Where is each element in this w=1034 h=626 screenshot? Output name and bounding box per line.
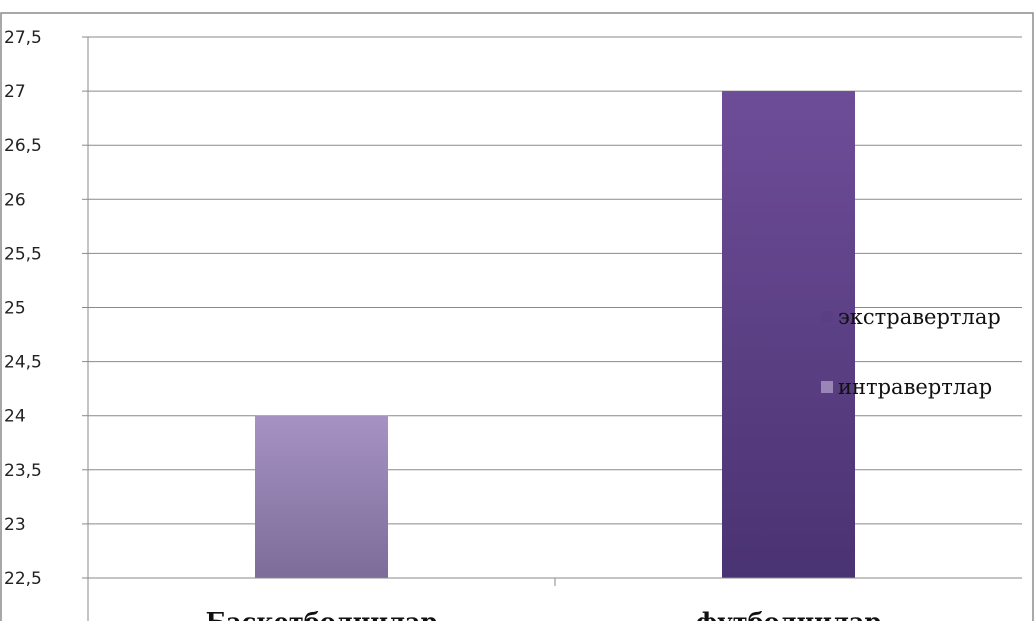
legend-item: экстравертлар [821, 305, 1001, 329]
y-tick-label: 25,5 [4, 244, 42, 264]
x-category-label: Баскетболчилар [206, 607, 438, 621]
legend-label: экстравертлар [838, 305, 1001, 329]
y-tick-label: 24,5 [4, 353, 42, 373]
y-tick-label: 27 [4, 82, 26, 102]
x-axis-category-labels: Баскетболчилар футболчилар [206, 607, 882, 626]
axes [82, 36, 1022, 621]
y-axis-tick-labels: 22,5 23 23,5 24 24,5 25 25,5 26 26,5 27 27,5 [4, 28, 42, 589]
y-tick-label: 26 [4, 190, 26, 210]
legend-item: интравертлар [821, 375, 992, 399]
bar-extravert [722, 91, 855, 578]
legend-swatch [821, 381, 833, 393]
y-tick-label: 24 [4, 407, 26, 427]
bar-introvert [255, 415, 388, 578]
chart-frame [0, 12, 1034, 626]
y-tick-label: 23,5 [4, 461, 42, 481]
y-tick-label: 25 [4, 299, 26, 319]
y-tick-label: 22,5 [4, 569, 42, 589]
y-tick-label: 26,5 [4, 136, 42, 156]
legend-swatch [821, 311, 833, 323]
bars [255, 91, 855, 578]
x-category-label: футболчилар [696, 607, 881, 621]
y-tick-label: 27,5 [4, 28, 42, 48]
y-tick-label: 23 [4, 515, 26, 535]
legend-label: интравертлар [838, 375, 992, 399]
legend: экстравертлар интравертлар [821, 305, 1001, 399]
